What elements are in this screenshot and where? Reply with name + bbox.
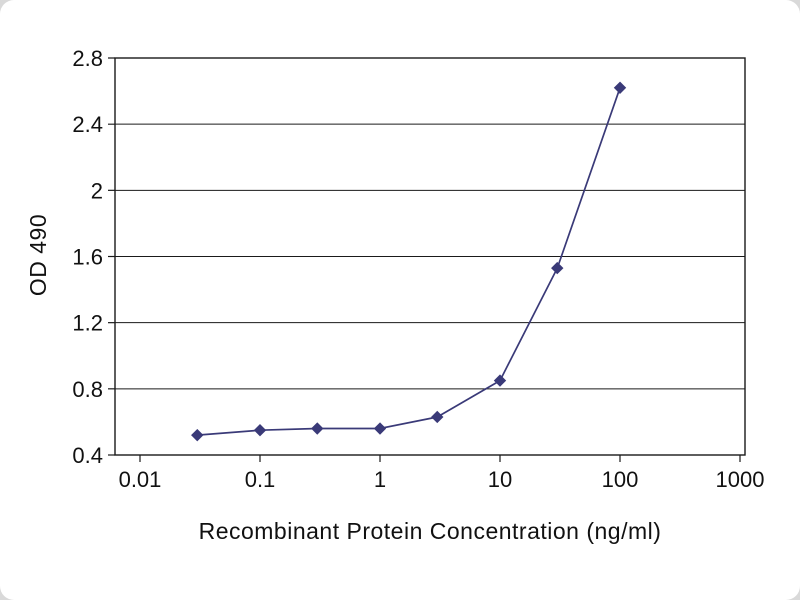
x-tick-label: 1 — [374, 467, 386, 492]
x-tick-label: 0.01 — [119, 467, 162, 492]
series-line — [197, 87, 621, 436]
y-tick-label: 2.8 — [72, 46, 103, 71]
data-point-marker — [373, 422, 387, 435]
data-point-marker — [191, 428, 204, 442]
y-tick-label: 0.8 — [72, 377, 103, 402]
data-point-marker — [431, 410, 444, 424]
x-tick-label: 100 — [602, 467, 639, 492]
data-point-marker — [551, 261, 564, 275]
x-tick-label: 1000 — [716, 467, 765, 492]
y-tick-label: 2.4 — [72, 112, 103, 137]
data-point-marker — [493, 374, 507, 387]
y-tick-label: 0.4 — [72, 443, 103, 468]
x-tick-label: 0.1 — [245, 467, 276, 492]
data-point-marker — [613, 81, 627, 94]
y-tick-label: 2 — [91, 178, 103, 203]
y-tick-label: 1.2 — [72, 311, 103, 336]
x-tick-label: 10 — [488, 467, 512, 492]
y-axis-title: OD 490 — [25, 213, 51, 297]
data-point-marker — [253, 423, 267, 437]
y-tick-label: 1.6 — [72, 245, 103, 270]
x-axis-title: Recombinant Protein Concentration (ng/ml… — [198, 518, 662, 544]
data-point-marker — [311, 422, 324, 435]
